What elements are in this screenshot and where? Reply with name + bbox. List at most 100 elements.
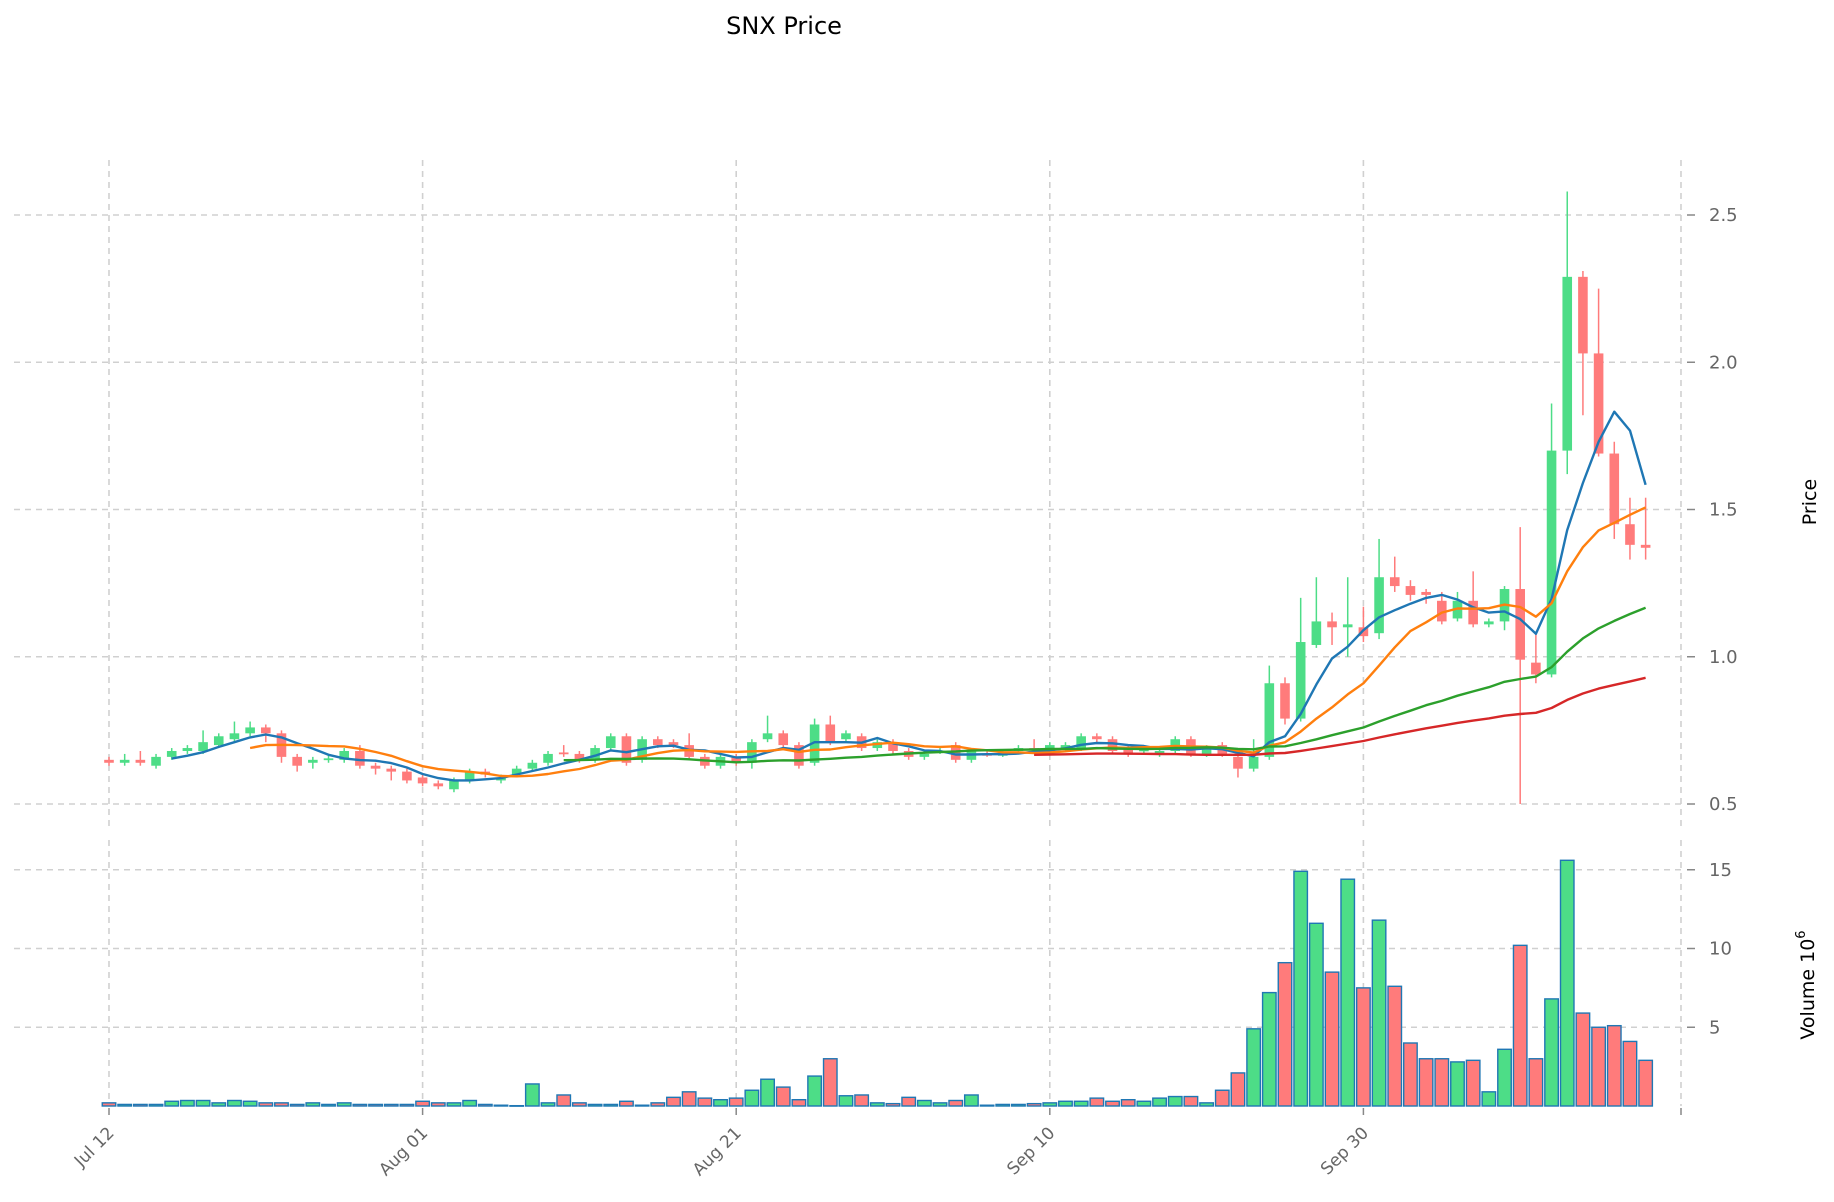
volume-bar bbox=[1261, 991, 1277, 1107]
volume-bar bbox=[1434, 1058, 1450, 1107]
volume-bar bbox=[1371, 919, 1387, 1107]
candle-body bbox=[1139, 749, 1149, 752]
volume-bar bbox=[1277, 961, 1293, 1107]
candle-body bbox=[261, 727, 271, 734]
candle-body bbox=[1076, 736, 1086, 749]
candle-body bbox=[1546, 450, 1557, 675]
volume-bar bbox=[399, 1103, 415, 1107]
candle-body bbox=[1389, 577, 1400, 587]
volume-axis-exponent: 6 bbox=[1794, 930, 1809, 938]
chart-title: SNX Price bbox=[0, 12, 1568, 40]
volume-bar bbox=[587, 1103, 603, 1107]
volume-bar bbox=[1528, 1058, 1544, 1107]
candle-body bbox=[213, 736, 224, 746]
candle-body bbox=[590, 748, 600, 760]
volume-bar bbox=[979, 1104, 995, 1107]
volume-bar bbox=[838, 1095, 854, 1107]
candle-body bbox=[1531, 662, 1541, 675]
volume-bar bbox=[963, 1094, 979, 1107]
volume-bar bbox=[1497, 1048, 1512, 1107]
volume-bar bbox=[1450, 1061, 1465, 1107]
volume-bar bbox=[509, 1104, 525, 1107]
volume-bar bbox=[477, 1103, 493, 1107]
volume-bar bbox=[1638, 1059, 1654, 1107]
volume-bar bbox=[179, 1099, 195, 1107]
volume-bar bbox=[352, 1103, 368, 1107]
volume-bar bbox=[1308, 922, 1324, 1107]
candle-body bbox=[1609, 453, 1620, 525]
candle-body bbox=[653, 739, 663, 746]
volume-tick-label: 5 bbox=[1709, 1017, 1720, 1038]
x-tick-label: Sep 10 bbox=[1003, 1123, 1059, 1179]
volume-bar bbox=[415, 1100, 431, 1107]
candle-body bbox=[1374, 577, 1384, 634]
candle-body bbox=[1280, 683, 1290, 719]
candle-body bbox=[119, 759, 130, 763]
volume-bar bbox=[995, 1103, 1011, 1107]
candle-body bbox=[794, 745, 804, 766]
volume-bar bbox=[1559, 859, 1575, 1107]
volume-bar bbox=[1167, 1095, 1183, 1107]
moving-average-lines bbox=[171, 410, 1647, 782]
candle-body bbox=[511, 768, 522, 775]
candle-body bbox=[1123, 748, 1133, 754]
volume-bar bbox=[1622, 1040, 1638, 1107]
candle-body bbox=[464, 771, 475, 781]
volume-bar bbox=[650, 1102, 666, 1107]
volume-bar bbox=[446, 1102, 462, 1107]
volume-bar bbox=[854, 1094, 870, 1107]
moving-average-10-line bbox=[249, 506, 1647, 778]
volume-tick-label: 15 bbox=[1709, 860, 1732, 881]
candle-body bbox=[1233, 756, 1243, 769]
candle-body bbox=[558, 752, 569, 755]
candle-body bbox=[104, 759, 114, 763]
volume-bar bbox=[634, 1104, 650, 1107]
volume-bar bbox=[1105, 1100, 1120, 1107]
grid-lines bbox=[14, 160, 1682, 1106]
volume-bar bbox=[336, 1102, 352, 1107]
price-tick-label: 0.5 bbox=[1709, 794, 1738, 815]
price-tick-label: 2.0 bbox=[1709, 352, 1738, 373]
volume-bar bbox=[697, 1097, 713, 1107]
volume-bar bbox=[1152, 1097, 1168, 1107]
price-axis-label: Price bbox=[1799, 479, 1821, 525]
candles bbox=[104, 191, 1651, 804]
price-tick-label: 1.5 bbox=[1709, 500, 1738, 521]
volume-bar bbox=[1010, 1103, 1026, 1107]
volume-bar bbox=[195, 1099, 211, 1107]
volume-bar bbox=[932, 1102, 948, 1107]
volume-bar bbox=[383, 1103, 399, 1107]
volume-bar bbox=[289, 1103, 305, 1107]
candle-body bbox=[762, 733, 773, 740]
volume-bar bbox=[1183, 1095, 1199, 1107]
price-tick-label: 1.0 bbox=[1709, 647, 1738, 668]
volume-bar bbox=[1418, 1058, 1434, 1107]
candle-body bbox=[1342, 624, 1353, 628]
volume-bar bbox=[1324, 971, 1340, 1107]
candle-body bbox=[1484, 621, 1494, 625]
candle-body bbox=[449, 780, 459, 790]
volume-bar bbox=[462, 1099, 478, 1107]
candle-body bbox=[1201, 748, 1212, 754]
candle-body bbox=[919, 753, 930, 757]
candle-body bbox=[1421, 591, 1431, 595]
candle-body bbox=[1327, 621, 1337, 628]
volume-axis-label-text: Volume 10 bbox=[1797, 939, 1819, 1040]
volume-bar bbox=[211, 1102, 227, 1107]
volume-bar bbox=[524, 1083, 540, 1107]
volume-bar bbox=[1089, 1097, 1105, 1107]
volume-bar bbox=[101, 1102, 117, 1107]
volume-bar bbox=[1246, 1028, 1262, 1107]
candle-body bbox=[1515, 589, 1525, 660]
volume-bar bbox=[1402, 1042, 1418, 1107]
candle-body bbox=[1578, 276, 1588, 354]
candle-body bbox=[1562, 276, 1573, 451]
candle-body bbox=[888, 742, 898, 751]
volume-bar bbox=[132, 1103, 148, 1107]
candle-body bbox=[1437, 600, 1447, 622]
volume-bar bbox=[901, 1096, 917, 1107]
candle-body bbox=[1154, 750, 1165, 754]
candle-body bbox=[1593, 353, 1604, 454]
candle-body bbox=[433, 783, 444, 787]
